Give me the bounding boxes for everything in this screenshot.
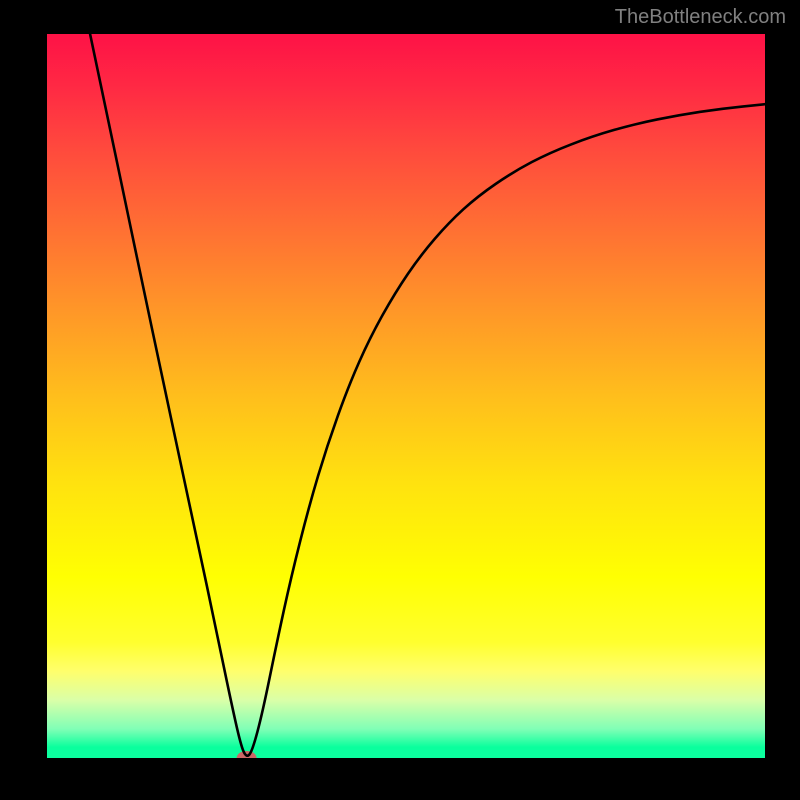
chart-svg [47,34,765,758]
chart-container: TheBottleneck.com [0,0,800,800]
plot-area [47,34,765,758]
gradient-background [47,34,765,758]
watermark-text: TheBottleneck.com [615,6,786,29]
